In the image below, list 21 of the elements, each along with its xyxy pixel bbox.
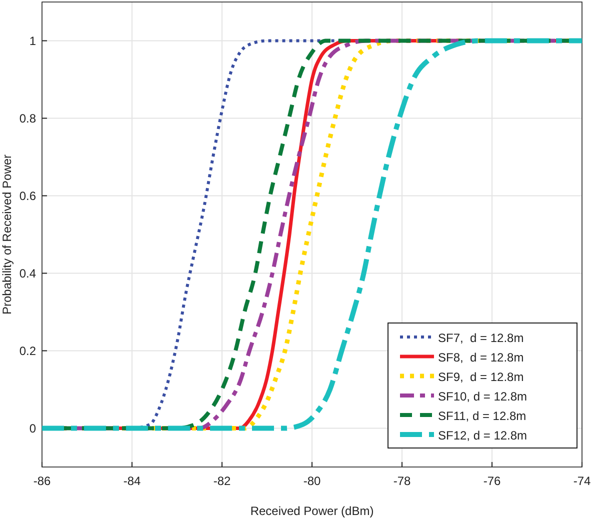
- x-tick-label: -86: [33, 474, 51, 488]
- y-axis-title: Probability of Received Power: [0, 154, 14, 315]
- y-tick-label: 0.8: [19, 111, 36, 126]
- legend-label: SF9, d = 12.8m: [438, 370, 524, 384]
- y-tick-label: 0.2: [19, 344, 36, 358]
- y-tick-label: 0: [29, 421, 36, 436]
- y-tick-label: 0.4: [19, 266, 36, 280]
- x-tick-label: -78: [393, 474, 411, 488]
- legend-label: SF8, d = 12.8m: [438, 350, 524, 364]
- x-tick-label: -82: [213, 474, 231, 488]
- y-tick-label: 1: [29, 34, 36, 48]
- legend-label: SF11, d = 12.8m: [438, 409, 526, 423]
- x-axis-title: Received Power (dBm): [250, 504, 374, 518]
- x-tick-label: -80: [303, 474, 321, 488]
- y-tick-label: 0.6: [19, 188, 36, 203]
- legend-label: SF10, d = 12.8m: [438, 390, 528, 404]
- x-tick-label: -84: [123, 474, 141, 488]
- legend-label: SF12, d = 12.8m: [438, 428, 528, 442]
- legend-label: SF7, d = 12.8m: [438, 331, 524, 345]
- x-tick-label: -76: [483, 474, 501, 488]
- x-tick-label: -74: [573, 474, 591, 488]
